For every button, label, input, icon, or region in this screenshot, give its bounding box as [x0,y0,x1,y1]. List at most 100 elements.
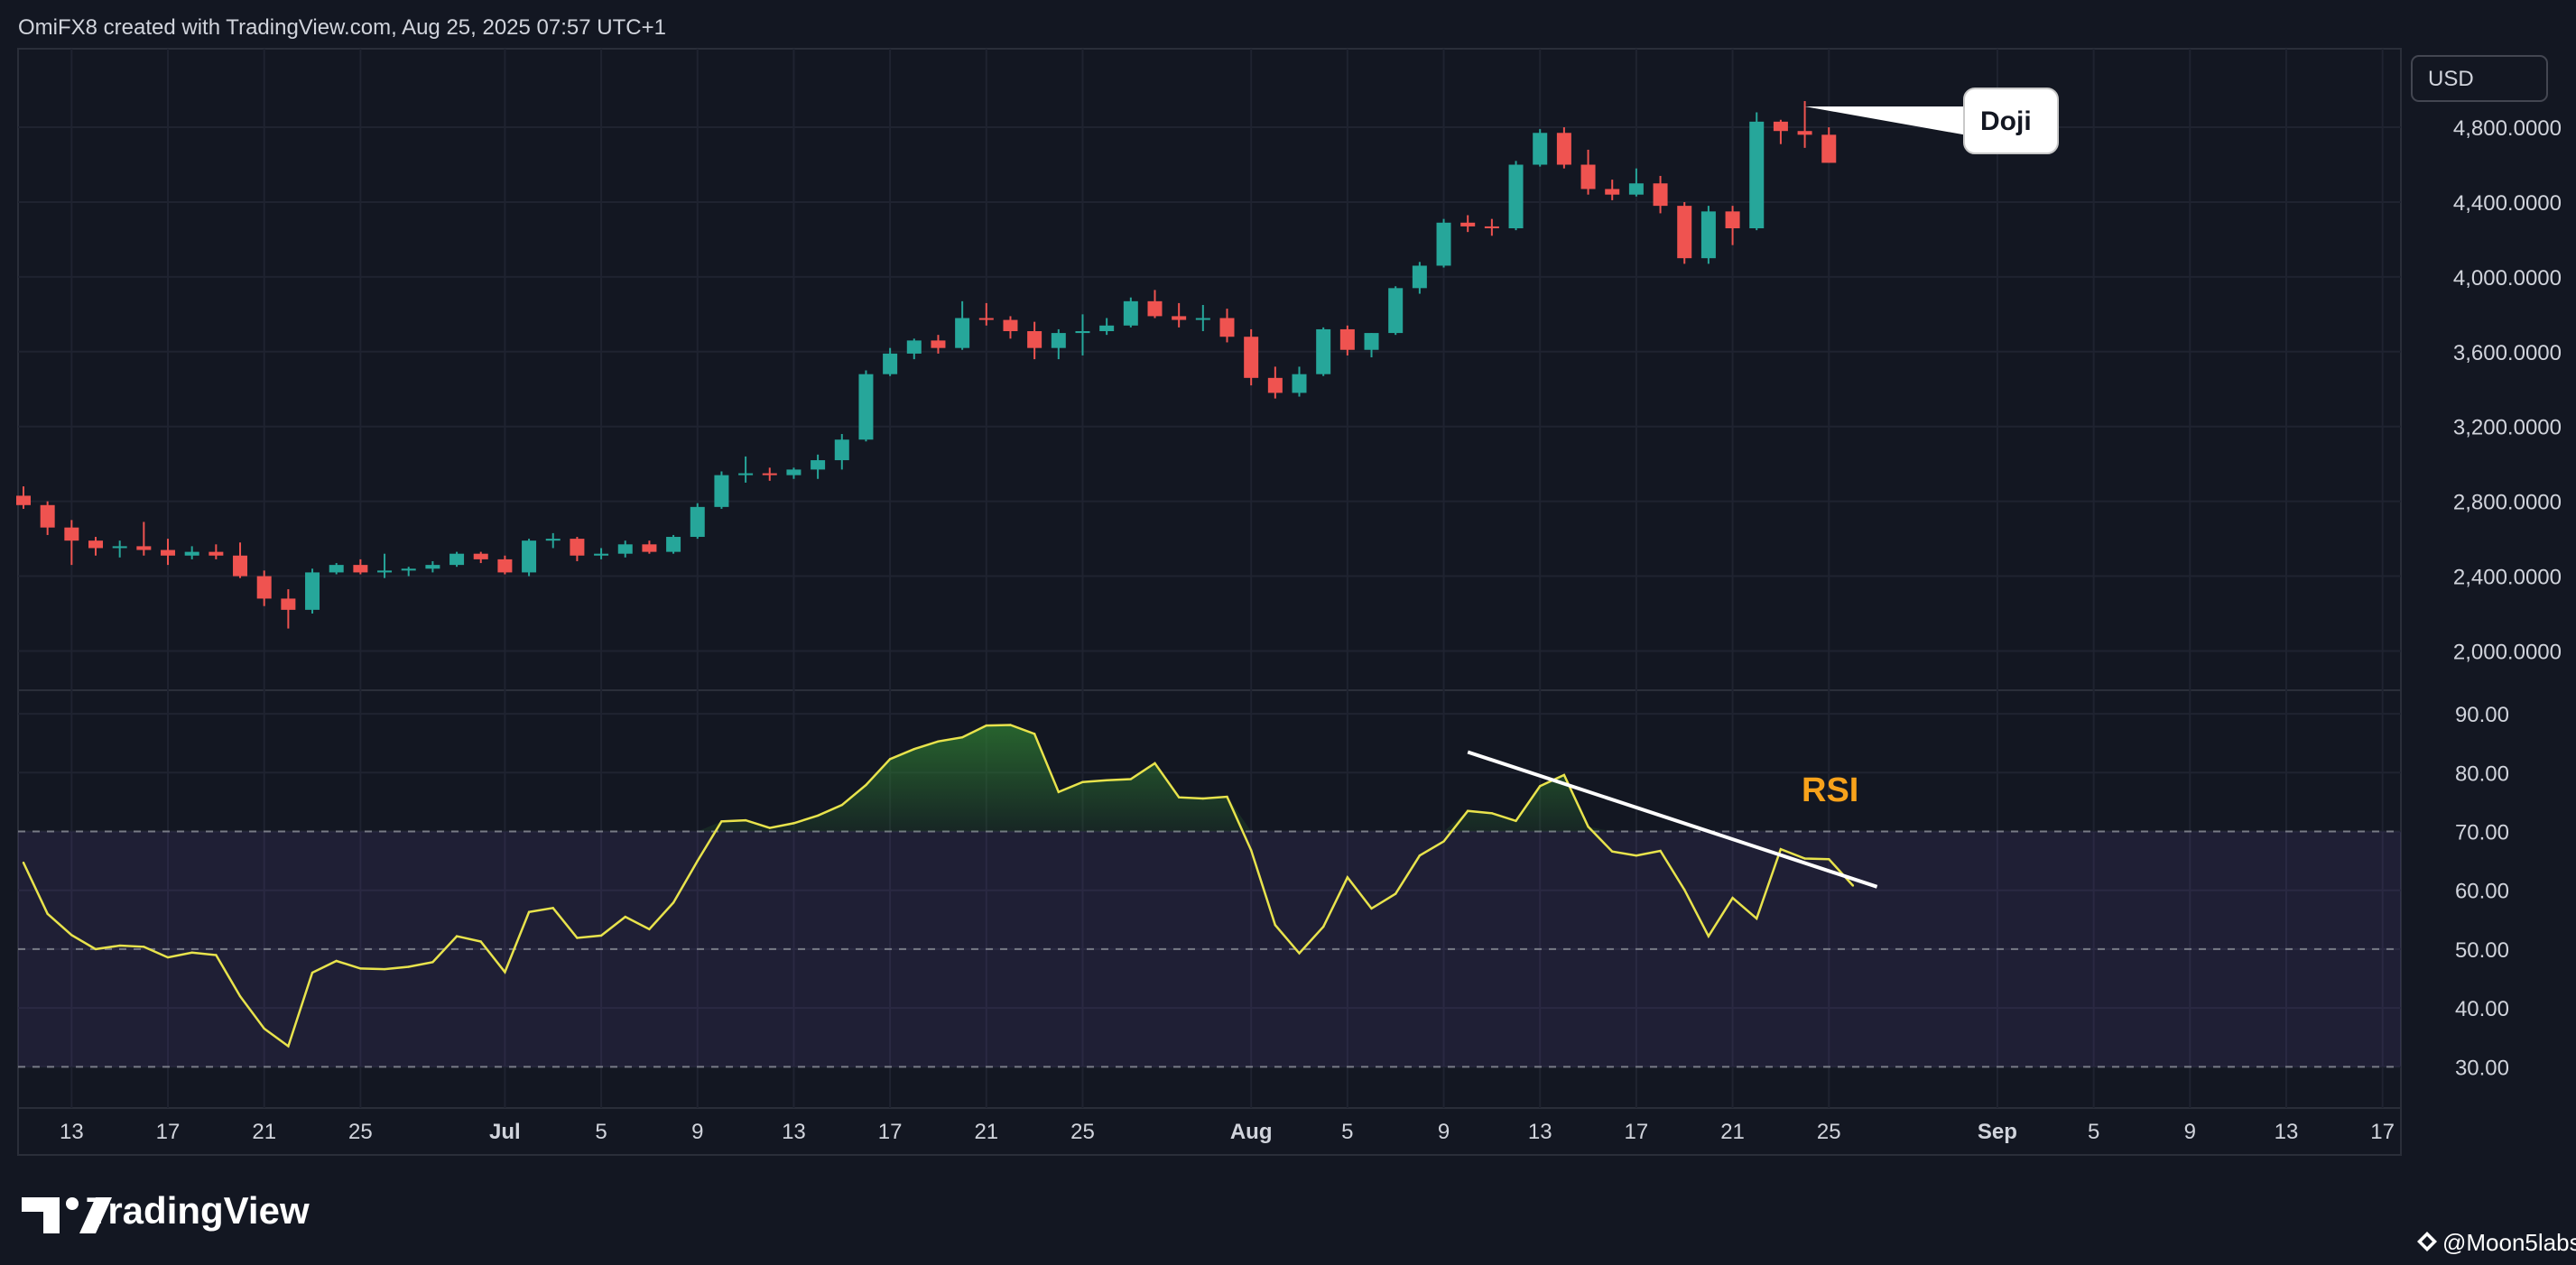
price-tick-label: 4,400.0000 [2453,191,2562,216]
doji-callout: Doji [1804,88,2059,154]
candle-body [1700,211,1716,259]
rsi-point [720,820,723,823]
price-tick-label: 3,200.0000 [2453,416,2562,440]
rsi-point [985,724,988,727]
rsi-point [840,803,843,807]
candle [1316,327,1331,376]
rsi-point [22,861,25,864]
candle-body [1460,222,1476,226]
rsi-point [696,859,699,863]
candle-body [40,504,55,528]
rsi-tick-label: 60.00 [2455,880,2509,904]
time-tick-label: 5 [1341,1120,1353,1144]
rsi-point [70,934,73,937]
time-tick-label: 21 [1720,1120,1745,1144]
candle-body [281,598,296,610]
candle-body [449,553,465,566]
rsi-point [143,946,145,948]
tradingview-logo-dot [66,1197,79,1210]
candle [570,537,585,561]
candle-body [401,568,416,571]
candle-body [473,553,488,559]
tradingview-logo-stroke [79,1197,112,1233]
rsi-band [18,831,2401,1067]
candle-body [1219,318,1235,337]
candle-body [208,551,224,556]
candle-body [161,549,176,556]
candle [690,503,705,540]
time-tick-label: 5 [595,1120,607,1144]
candle [955,300,970,350]
chart-frame [17,48,2402,1156]
candle [1388,286,1404,336]
candle-body [883,353,898,374]
candle-body [1292,374,1307,393]
candle [1292,366,1307,397]
rsi-point [1779,847,1783,851]
candle [136,522,152,556]
candle-body [64,527,79,541]
rsi-point [576,937,579,939]
rsi-point [263,1027,265,1030]
candle-body [617,544,633,554]
time-tick-label: Sep [1978,1120,2017,1144]
candle-body [88,540,104,549]
candle [1700,206,1716,264]
rsi-point [1129,778,1133,780]
rsi-point [166,956,170,959]
rsi-point [359,967,362,970]
candle [208,544,224,559]
currency-label[interactable]: USD [2428,67,2474,91]
candle [184,546,199,559]
rsi-point [648,928,651,930]
rsi-point [1828,857,1830,861]
candle [1484,218,1499,236]
currency-button[interactable]: USD [2411,55,2548,102]
price-axis: 2,000.0000 2,400.0000 2,800.0000 3,200.0000… [2453,116,2562,664]
rsi-point [1731,896,1734,900]
candle [161,539,176,566]
candle-body [1339,328,1355,350]
rsi-tick-label: 40.00 [2455,997,2509,1021]
rsi-point [504,971,506,974]
candle-body [1075,331,1090,334]
candle-body [136,546,152,550]
candle [1267,366,1283,399]
chart-attribution: OmiFX8 created with TradingView.com, Aug… [18,15,666,40]
candle-body [1677,206,1692,259]
credit: @Moon5labs [2417,1229,2576,1256]
rsi-point [937,740,940,743]
candle-body [858,374,874,440]
currency-button-frame[interactable] [2411,55,2548,102]
rsi-point [1057,790,1061,794]
candle [1725,206,1740,245]
candle-body [690,506,705,538]
rsi-label: RSI [1802,771,1858,809]
rsi-point [1033,733,1036,735]
candle-body [1003,319,1018,332]
time-tick-label: 13 [782,1120,806,1144]
rsi-point [1635,854,1638,857]
candle [522,539,537,577]
candle [1339,325,1355,355]
candle [978,302,994,326]
rsi-point [599,934,603,937]
rsi-point [888,758,892,761]
candle [1003,316,1018,339]
rsi-point [1683,888,1686,891]
rsi-point [1321,925,1325,928]
rsi-point [1370,907,1373,910]
candle-body [1556,133,1571,165]
candle [1412,262,1427,294]
candle-body [497,559,513,573]
candle [1123,297,1138,328]
rsi-point [479,940,482,943]
candle-body [1436,222,1451,266]
time-axis: 13 17 21 25 Jul 5 9 13 17 21 25 Aug 5 9 13 17 21 25 Sep 5 9 1… [60,1120,2395,1144]
rsi-point [1539,785,1542,788]
rsi-point [1515,819,1517,822]
candle [256,570,272,606]
candle [811,454,826,479]
rsi-point [960,735,964,739]
candle [1075,314,1090,355]
